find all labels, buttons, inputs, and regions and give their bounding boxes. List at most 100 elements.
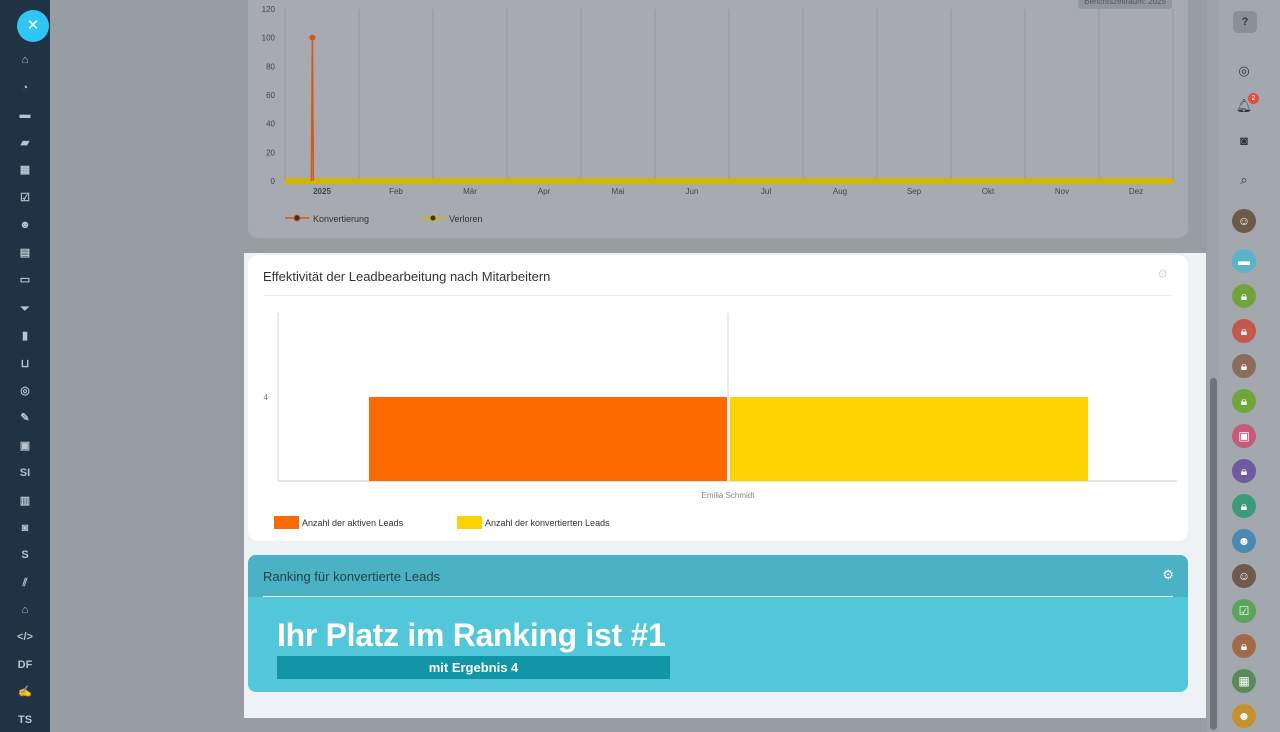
robot-icon[interactable]: ◙ — [21, 522, 29, 534]
group-icon[interactable]: ☻ — [1232, 704, 1256, 728]
legend-marker — [429, 214, 437, 222]
lock-icon[interactable]: 🔒︎ — [1232, 459, 1256, 483]
feed-icon[interactable]: ◔ — [21, 82, 29, 94]
inbox-icon[interactable]: ▬ — [19, 109, 31, 121]
legend-label: Verloren — [449, 214, 483, 224]
x-tick-label: Nov — [1055, 187, 1069, 196]
sidebar-item-si[interactable]: SI — [19, 467, 31, 479]
card-icon[interactable]: ▣ — [19, 440, 31, 452]
y-tick-label: 120 — [262, 5, 276, 14]
avatar[interactable]: ☺ — [1232, 209, 1256, 233]
chat-avatar-icon[interactable]: ▬ — [1232, 249, 1256, 273]
analytics-icon[interactable]: ▮ — [21, 330, 29, 342]
group-icon[interactable]: ☻ — [1232, 529, 1256, 553]
x-tick-label: Okt — [982, 187, 995, 196]
gear-icon[interactable]: ⚙ — [1157, 267, 1168, 281]
drive-icon[interactable]: ▭ — [19, 274, 31, 286]
sidebar-item-ts[interactable]: TS — [17, 714, 33, 726]
lock-icon[interactable]: 🔒︎ — [1232, 494, 1256, 518]
bar-active-leads — [369, 397, 727, 481]
x-tick-label: Apr — [538, 187, 551, 196]
lock-icon[interactable]: 🔒︎ — [1232, 354, 1256, 378]
ranking-headline: Ihr Platz im Ranking ist #1 — [277, 617, 666, 653]
cart-icon[interactable]: ⊔ — [20, 358, 30, 370]
edit-list-icon[interactable]: ✍ — [18, 686, 32, 698]
y-tick-label: 40 — [266, 120, 275, 129]
home-icon[interactable]: ⌂ — [21, 54, 29, 66]
x-tick-label: Feb — [389, 187, 403, 196]
ranking-header — [248, 555, 1188, 597]
calendar-icon[interactable]: ▦ — [19, 164, 31, 176]
y-tick-label: 4 — [264, 393, 269, 402]
y-tick-label: 80 — [266, 62, 275, 71]
lock-icon[interactable]: 🔒︎ — [1232, 634, 1256, 658]
y-tick-label: 20 — [266, 148, 275, 157]
legend-item-active-leads: Anzahl der aktiven Leads — [274, 516, 403, 529]
avatar[interactable]: ☺ — [1232, 564, 1256, 588]
gear-icon[interactable]: ⚙ — [1162, 567, 1174, 582]
sidebar-item-df[interactable]: DF — [17, 659, 33, 671]
legend-marker — [293, 214, 301, 222]
lock-icon[interactable]: 🔒︎ — [1232, 319, 1256, 343]
conversion-line-chart-panel: Berichtszeitraum: 2025 120 100 80 60 40 20 0 20… — [248, 0, 1188, 238]
bank-icon[interactable]: ⌂ — [21, 604, 29, 616]
divider — [263, 295, 1173, 296]
legend-swatch — [457, 516, 482, 529]
x-tick-label: 2025 — [313, 187, 331, 196]
id-card-icon[interactable]: ▣ — [1232, 424, 1256, 448]
legend-item-converted-leads: Anzahl der konvertierten Leads — [457, 516, 610, 529]
chat-bubble-icon[interactable]: ◙ — [1240, 133, 1248, 148]
y-tick-label: 0 — [271, 177, 276, 186]
effectiveness-bar-chart: 4 Emilia Schmidt — [264, 313, 1177, 500]
sign-icon[interactable]: ✎ — [20, 412, 30, 424]
sidebar-item-s[interactable]: S — [21, 549, 29, 561]
legend-label: Anzahl der aktiven Leads — [302, 517, 404, 528]
effectiveness-card: Effektivität der Leadbearbeitung nach Mi… — [248, 255, 1188, 541]
series-line-konvertierung — [310, 37, 315, 182]
ranking-result: mit Ergebnis 4 — [277, 656, 670, 679]
legend-label: Konvertierung — [313, 214, 369, 224]
x-tick-label: Sep — [907, 187, 922, 196]
calendar-icon[interactable]: ▦ — [1232, 669, 1256, 693]
x-tick-label: Mär — [463, 187, 477, 196]
funnel-icon[interactable]: ⏷ — [20, 303, 30, 315]
scrollbar-track[interactable] — [1207, 0, 1218, 732]
legend-label: Anzahl der konvertierten Leads — [485, 517, 610, 528]
ranking-title: Ranking für konvertierte Leads — [263, 569, 441, 584]
x-tick-label: Aug — [833, 187, 847, 196]
divider — [263, 596, 1173, 597]
copilot-icon[interactable]: ◎ — [1238, 63, 1250, 78]
checklist-icon[interactable]: ☑ — [1232, 599, 1256, 623]
x-category-label: Emilia Schmidt — [702, 491, 756, 500]
stripes-icon[interactable]: ⫽ — [22, 577, 28, 589]
y-tick-label: 60 — [266, 91, 275, 100]
x-tick-label: Jun — [686, 187, 699, 196]
code-icon[interactable]: </> — [17, 631, 33, 643]
x-tick-label: Mai — [612, 187, 625, 196]
chat-icon[interactable]: ▰ — [20, 137, 30, 149]
x-tick-label: Dez — [1129, 187, 1143, 196]
close-icon[interactable]: ✕ — [17, 10, 49, 42]
bar-converted-leads — [730, 397, 1088, 481]
ranking-card: Ranking für konvertierte Leads ⚙ Ihr Pla… — [248, 555, 1188, 692]
right-sidebar: ? ◎ 🔔︎ 2 ◙ ⌕ ☺ ▬ 🔒︎ 🔒︎ 🔒︎ 🔒︎ ▣ 🔒︎ 🔒︎ ☻ ☺… — [1219, 0, 1280, 732]
left-sidebar: ✕ ⌂ ◔ ▬ ▰ ▦ ☑ ☻ ▤ ▭ ⏷ ▮ ⊔ ◎ ✎ ▣ SI ▥ ◙ S… — [0, 0, 50, 732]
data-point — [309, 34, 316, 41]
legend-swatch — [274, 516, 299, 529]
x-tick-label: Jul — [761, 187, 771, 196]
y-tick-label: 100 — [262, 34, 276, 43]
news-icon[interactable]: ▥ — [19, 495, 31, 507]
search-icon[interactable]: ⌕ — [1240, 172, 1248, 187]
tasks-icon[interactable]: ☑ — [20, 192, 30, 204]
lock-icon[interactable]: 🔒︎ — [1232, 389, 1256, 413]
contacts-icon[interactable]: ☻ — [19, 219, 31, 231]
lock-icon[interactable]: 🔒︎ — [1232, 284, 1256, 308]
effectiveness-title: Effektivität der Leadbearbeitung nach Mi… — [263, 269, 551, 284]
target-icon[interactable]: ◎ — [20, 385, 30, 397]
help-icon[interactable]: ? — [1233, 11, 1257, 33]
document-icon[interactable]: ▤ — [19, 247, 31, 259]
notification-badge: 2 — [1248, 93, 1259, 104]
line-chart: 120 100 80 60 40 20 0 2025 Feb Mär Apr Mai Jun Jul Aug… — [262, 5, 1174, 224]
scrollbar-thumb[interactable] — [1210, 378, 1217, 730]
period-badge: Berichtszeitraum: 2025 — [1078, 0, 1172, 9]
